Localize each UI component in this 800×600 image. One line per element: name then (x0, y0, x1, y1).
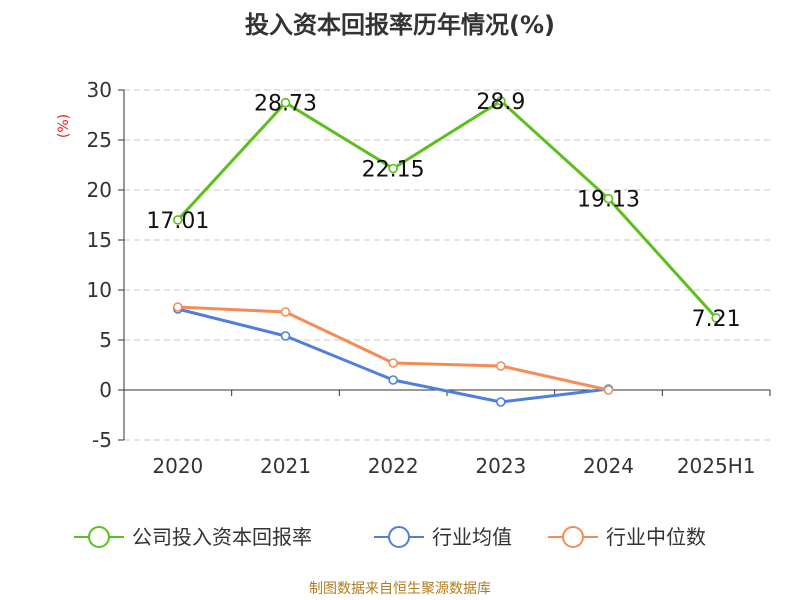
y-tick-label: 0 (99, 378, 112, 402)
y-tick-label: 25 (87, 128, 112, 152)
series-line (177, 307, 609, 404)
data-point (603, 193, 614, 204)
legend-label: 行业均值 (432, 525, 512, 549)
chart-title: 投入资本回报率历年情况(%) (245, 11, 555, 39)
data-point (173, 215, 183, 225)
x-tick-label: 2022 (368, 454, 419, 478)
data-point (388, 163, 398, 174)
data-label: 7.21 (692, 307, 741, 332)
x-tick-label: 2021 (260, 454, 311, 478)
legend-item: 行业均值 (374, 525, 512, 549)
y-tick-label: 30 (87, 78, 112, 102)
x-tick-label: 2020 (152, 454, 203, 478)
data-point (173, 302, 183, 312)
series-line (176, 99, 718, 319)
y-tick-label: 20 (87, 178, 112, 202)
legend: 公司投入资本回报率 行业均值 行业中位数 (74, 525, 706, 549)
data-label: 19.13 (577, 188, 640, 213)
y-tick-label: 15 (87, 228, 112, 252)
legend-label: 公司投入资本回报率 (132, 525, 312, 549)
series (173, 96, 721, 407)
data-point (280, 331, 291, 341)
legend-item: 行业中位数 (548, 525, 706, 549)
y-axis-label: (%) (56, 114, 72, 138)
data-label: 28.9 (476, 90, 525, 115)
legend-marker (562, 526, 584, 548)
data-labels: 17.01 28.73 22.15 28.9 19.13 7.21 (146, 90, 740, 332)
data-label: 28.73 (254, 92, 317, 117)
legend-label: 行业中位数 (606, 525, 706, 549)
legend-marker (88, 526, 110, 548)
y-tick-label: 10 (87, 278, 112, 302)
data-point (496, 361, 506, 371)
y-tick-label: 5 (99, 328, 112, 352)
x-tick-label: 2024 (583, 454, 634, 478)
legend-marker (388, 526, 410, 548)
y-tick-label: -5 (92, 428, 112, 452)
data-point (711, 313, 721, 323)
data-point (388, 358, 398, 368)
x-tick-label: 2023 (475, 454, 526, 478)
axes: 30 25 20 15 10 5 0 -5 2020 2021 2022 2023 2024 2025H1 (87, 78, 771, 478)
x-tick-label: 2025H1 (677, 454, 756, 478)
data-label: 17.01 (146, 209, 209, 234)
source-footer: 制图数据来自恒生聚源数据库 (309, 581, 491, 597)
data-point (280, 307, 291, 317)
data-point (496, 96, 506, 106)
data-point (280, 97, 291, 108)
data-label: 22.15 (362, 158, 425, 183)
data-point (603, 385, 614, 395)
data-point (496, 397, 506, 407)
grid (124, 89, 770, 441)
data-point (388, 375, 398, 385)
legend-item: 公司投入资本回报率 (74, 525, 312, 549)
